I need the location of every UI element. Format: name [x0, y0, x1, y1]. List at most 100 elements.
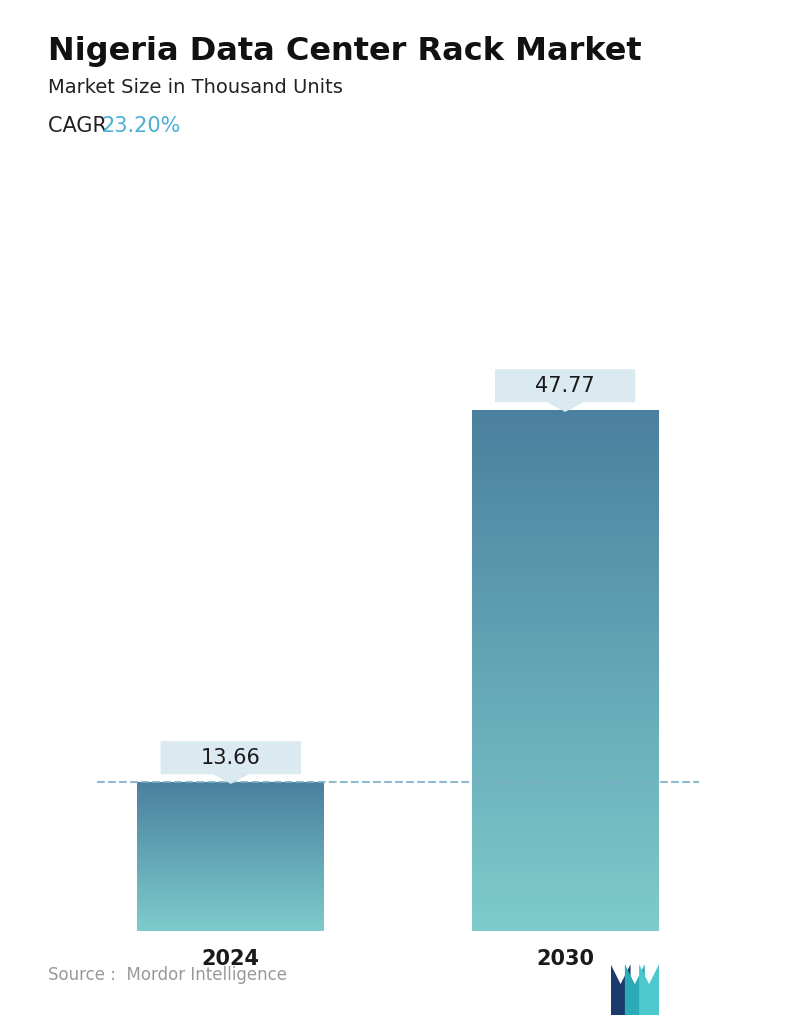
FancyBboxPatch shape — [161, 741, 301, 774]
Bar — [471, 747, 659, 749]
Bar — [471, 632, 659, 634]
Bar — [471, 662, 659, 663]
Bar — [471, 511, 659, 512]
Bar — [471, 608, 659, 609]
Bar — [471, 575, 659, 576]
Bar — [471, 711, 659, 713]
Bar — [471, 652, 659, 655]
Bar — [471, 571, 659, 573]
Bar — [471, 921, 659, 923]
Bar — [471, 635, 659, 637]
Bar — [471, 754, 659, 755]
Bar — [471, 606, 659, 608]
Bar — [471, 800, 659, 802]
Bar — [471, 772, 659, 774]
Bar — [471, 828, 659, 830]
Bar — [471, 890, 659, 892]
Bar — [471, 614, 659, 616]
Bar — [471, 776, 659, 778]
Bar — [471, 722, 659, 724]
Bar — [471, 597, 659, 599]
Bar — [471, 560, 659, 562]
Bar — [471, 803, 659, 805]
Bar — [471, 660, 659, 662]
Bar — [471, 727, 659, 729]
Bar — [471, 542, 659, 544]
Bar — [471, 590, 659, 592]
Bar — [471, 739, 659, 741]
Bar — [471, 732, 659, 734]
Bar — [471, 894, 659, 895]
Bar — [471, 787, 659, 788]
Bar — [471, 721, 659, 722]
Bar — [471, 849, 659, 851]
Bar — [471, 839, 659, 841]
Bar — [471, 877, 659, 879]
Bar — [471, 531, 659, 533]
Bar — [471, 700, 659, 701]
Bar — [471, 529, 659, 531]
Bar — [471, 895, 659, 898]
Bar — [471, 540, 659, 542]
Bar — [471, 581, 659, 583]
Bar — [471, 811, 659, 813]
Bar — [471, 514, 659, 516]
Bar — [471, 726, 659, 728]
Bar — [471, 494, 659, 496]
Bar — [471, 741, 659, 743]
Bar — [471, 647, 659, 649]
Bar — [471, 923, 659, 925]
Bar — [471, 618, 659, 619]
Bar — [471, 731, 659, 733]
Bar — [471, 673, 659, 675]
Bar — [471, 548, 659, 550]
Bar — [471, 543, 659, 545]
Bar — [471, 507, 659, 509]
Bar — [471, 591, 659, 594]
Bar — [471, 884, 659, 885]
Bar — [471, 453, 659, 455]
Bar — [471, 630, 659, 632]
Bar — [471, 450, 659, 452]
Bar — [471, 842, 659, 844]
Bar — [471, 668, 659, 670]
Bar — [471, 792, 659, 793]
Bar — [471, 903, 659, 905]
Bar — [471, 409, 659, 412]
Bar — [471, 583, 659, 585]
Bar — [471, 462, 659, 463]
Bar — [471, 446, 659, 448]
Bar — [471, 915, 659, 917]
Bar — [471, 578, 659, 580]
Bar — [471, 522, 659, 524]
Bar — [471, 816, 659, 818]
Bar — [471, 774, 659, 777]
Polygon shape — [214, 774, 248, 783]
Bar — [471, 708, 659, 710]
Bar — [471, 870, 659, 872]
Polygon shape — [625, 964, 645, 1015]
Bar — [471, 837, 659, 839]
Bar — [471, 621, 659, 624]
Bar — [471, 640, 659, 642]
Bar — [471, 596, 659, 598]
Bar — [471, 759, 659, 760]
Bar — [471, 440, 659, 443]
Text: 47.77: 47.77 — [536, 375, 595, 396]
Bar — [471, 868, 659, 870]
Text: 23.20%: 23.20% — [102, 116, 181, 135]
Bar — [471, 476, 659, 478]
Bar — [471, 422, 659, 424]
FancyBboxPatch shape — [495, 369, 635, 402]
Bar — [471, 429, 659, 430]
Bar — [471, 682, 659, 685]
Bar — [471, 425, 659, 427]
Bar — [471, 465, 659, 467]
Bar — [471, 557, 659, 559]
Bar — [471, 478, 659, 479]
Bar — [471, 802, 659, 803]
Bar — [471, 613, 659, 614]
Text: Source :  Mordor Intelligence: Source : Mordor Intelligence — [48, 967, 287, 984]
Bar — [471, 505, 659, 507]
Bar — [471, 460, 659, 462]
